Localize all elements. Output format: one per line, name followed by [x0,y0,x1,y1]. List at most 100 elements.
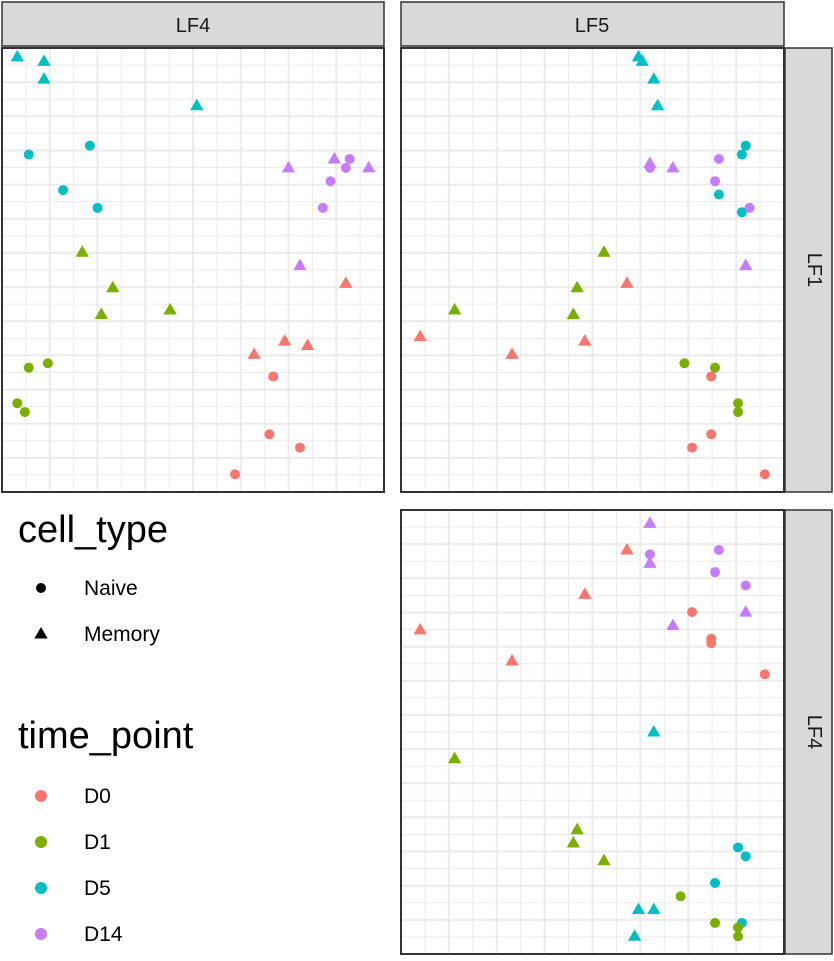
data-point-naive-d1 [733,407,744,418]
data-point-memory-d5 [647,902,661,915]
data-point-naive-d5 [84,140,95,151]
legend-shape-label: Memory [84,623,160,646]
data-point-memory-d1 [163,302,177,315]
column-strip-lf4: LF4 [1,1,385,47]
data-point-naive-d0 [687,607,698,618]
data-point-memory-d14 [281,160,296,173]
legend-shape-items: Naive Memory [34,577,160,646]
data-point-naive-d0 [268,371,279,382]
panel-grid [401,510,784,954]
column-strip-lf4-label: LF4 [176,15,210,37]
data-point-memory-d14 [643,556,657,568]
data-point-naive-d1 [23,362,34,373]
data-point-naive-d14 [713,544,724,555]
data-point-memory-d1 [597,245,611,257]
legend-color-label: D5 [84,877,111,900]
data-point-memory-d0 [278,334,292,346]
column-strip-lf5: LF5 [400,1,785,47]
legend-shape-item-memory: Memory [34,623,160,646]
legend-key-color-dot [35,790,47,802]
data-point-naive-d0 [294,442,305,453]
data-point-naive-d5 [736,149,747,160]
data-point-memory-d14 [327,152,341,164]
data-point-memory-d14 [293,258,307,271]
legend-color-title: time_point [18,715,194,757]
data-point-naive-d1 [733,931,744,942]
data-point-naive-d14 [340,162,351,173]
data-point-memory-d5 [37,54,51,66]
data-point-memory-d0 [339,276,353,288]
panel-lf5-by-lf1 [400,47,785,493]
row-strip-lf1: LF1 [784,47,833,493]
legend-shape-title: cell_type [18,509,168,551]
panel-points [413,516,770,942]
data-point-naive-d0 [230,469,241,480]
data-point-naive-d5 [740,140,751,151]
row-strip-lf4-label: LF4 [803,715,825,749]
legend-color-item-d5: D5 [35,877,111,900]
data-point-naive-d0 [759,669,770,680]
column-strip-lf5-label: LF5 [575,15,609,37]
data-point-naive-d14 [744,202,755,213]
data-point-memory-d14 [643,516,657,528]
data-point-memory-d0 [300,338,315,351]
data-point-naive-d14 [710,567,721,578]
data-point-naive-d14 [710,176,721,187]
data-point-naive-d0 [706,638,717,649]
row-strip-lf4: LF4 [784,509,833,955]
data-point-naive-d5 [736,207,747,218]
legend-color-label: D1 [84,831,111,854]
data-point-memory-d1 [447,302,462,315]
panel-points [413,49,770,480]
data-point-naive-d0 [759,469,770,480]
legend-key-triangle [34,627,48,639]
data-point-naive-d14 [317,202,328,213]
panel-grid [2,48,384,492]
data-point-naive-d14 [644,549,655,560]
legend-shape-label: Naive [84,577,138,600]
data-point-memory-d5 [190,98,204,111]
data-point-memory-d0 [413,622,427,635]
legend-key-color-dot [35,882,47,894]
data-point-memory-d1 [94,307,108,319]
data-point-naive-d14 [325,176,336,187]
data-point-memory-d14 [739,605,753,617]
data-point-memory-d14 [362,160,376,173]
data-point-memory-d0 [620,542,634,555]
data-point-memory-d0 [620,276,634,288]
data-point-memory-d1 [106,280,120,293]
data-point-naive-d0 [687,442,698,453]
legend-color-item-d14: D14 [35,923,123,946]
legend-color-label: D14 [84,923,123,946]
legend-color-items: D0 D1 D5 D14 [35,785,123,946]
data-point-naive-d1 [733,398,744,409]
data-point-naive-d1 [675,891,686,902]
data-point-naive-d1 [19,407,30,418]
data-point-naive-d5 [740,851,751,862]
legend-key-color-dot [35,836,47,848]
data-point-naive-d1 [710,362,721,373]
data-point-memory-d0 [413,329,427,342]
data-point-memory-d1 [566,307,580,319]
row-strip-lf1-label: LF1 [803,253,825,287]
data-point-naive-d5 [713,189,724,200]
data-point-naive-d5 [733,842,744,853]
panel-points [10,49,376,480]
data-point-naive-d0 [706,371,717,382]
panel-lf4-by-lf1 [1,47,385,493]
data-point-memory-d5 [37,72,51,84]
data-point-memory-d5 [647,72,661,84]
data-point-memory-d0 [247,347,261,359]
panel-border [400,509,785,955]
data-point-memory-d5 [647,725,661,737]
data-point-memory-d14 [666,618,680,630]
legend-shape-item-naive: Naive [36,577,138,600]
legend-color-item-d0: D0 [35,785,111,808]
data-point-naive-d1 [42,358,53,369]
data-point-memory-d14 [739,258,753,271]
legend-color-item-d1: D1 [35,831,111,854]
data-point-memory-d5 [631,902,646,915]
data-point-memory-d0 [578,334,592,346]
